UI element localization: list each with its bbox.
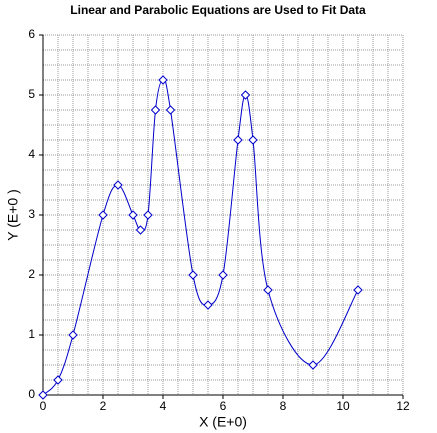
y-tick-label: 0: [28, 387, 35, 401]
marker: [165, 105, 176, 115]
marker: [143, 210, 153, 220]
marker: [150, 105, 161, 115]
marker: [233, 135, 243, 145]
x-tick-label: 4: [160, 399, 167, 413]
x-tick-label: 6: [220, 399, 227, 413]
marker: [248, 135, 258, 145]
marker: [128, 210, 138, 220]
y-axis-label: Y (E+0 ): [5, 189, 21, 241]
y-tick-label: 2: [28, 267, 35, 281]
marker: [135, 225, 146, 235]
marker: [308, 360, 318, 370]
marker: [98, 210, 108, 220]
marker: [240, 90, 251, 100]
x-tick-label: 10: [336, 399, 350, 413]
x-tick-label: 0: [40, 399, 47, 413]
y-tick-label: 5: [28, 87, 35, 101]
x-axis-label: X (E+0): [199, 414, 247, 430]
x-tick-label: 2: [100, 399, 107, 413]
y-tick-label: 3: [28, 207, 35, 221]
marker: [158, 75, 168, 85]
marker: [188, 270, 198, 280]
marker: [53, 375, 63, 385]
y-tick-label: 6: [28, 27, 35, 41]
marker: [113, 180, 123, 190]
marker: [353, 285, 363, 295]
marker: [203, 300, 213, 310]
x-tick-label: 8: [280, 399, 287, 413]
marker: [68, 330, 78, 340]
chart-title: Linear and Parabolic Equations are Used …: [70, 3, 366, 17]
x-tick-label: 12: [396, 399, 410, 413]
marker: [218, 270, 228, 280]
marker: [263, 285, 273, 295]
y-tick-label: 1: [28, 327, 35, 341]
marker: [38, 390, 48, 400]
y-tick-label: 4: [28, 147, 35, 161]
